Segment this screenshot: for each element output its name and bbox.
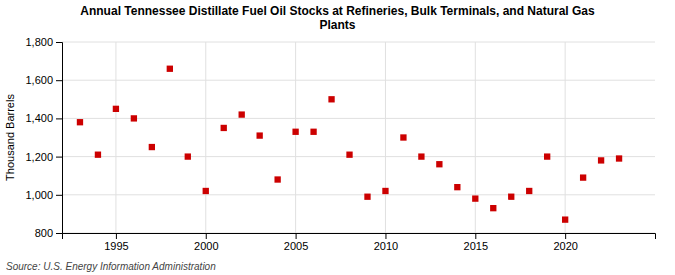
x-tick-label: 2010: [374, 240, 398, 252]
y-tick-mark: [56, 195, 62, 196]
y-tick-mark: [56, 42, 62, 43]
point: [239, 111, 245, 117]
x-grid-line: [205, 42, 206, 233]
x-tick: 2000: [194, 233, 218, 252]
x-tick: 2020: [553, 233, 577, 252]
point: [616, 155, 622, 161]
chart-svg: 1995 2000 2005 2010 2015 2020 800 1,000 1,200 1,4…: [0, 0, 675, 275]
point: [257, 132, 263, 138]
title-line: Plants: [319, 18, 355, 32]
point: [400, 134, 406, 140]
point: [544, 153, 550, 159]
y-tick: 1,800: [25, 36, 62, 48]
point: [310, 129, 316, 135]
title: Annual Tennessee Distillate Fuel Oil Sto…: [80, 4, 595, 32]
y-tick: 1,200: [25, 151, 62, 163]
point: [346, 152, 352, 158]
point: [580, 174, 586, 180]
y-tick-mark: [56, 233, 62, 234]
x-grid-line: [115, 42, 116, 233]
y-grid-line: [62, 42, 655, 43]
x-axis: 1995 2000 2005 2010 2015 2020: [63, 233, 656, 252]
y-grid-line: [62, 118, 655, 119]
point: [292, 129, 298, 135]
y-tick-label: 1,400: [25, 112, 53, 124]
y-tick-label: 1,800: [25, 36, 53, 48]
x-tick-label: 2000: [194, 240, 218, 252]
x-tick-mark: [385, 233, 386, 239]
source-note: Source: U.S. Energy Information Administ…: [6, 261, 216, 272]
point: [454, 184, 460, 190]
y-tick: 800: [35, 227, 62, 239]
x-tick-label: 2020: [553, 240, 577, 252]
x-grid-line: [385, 42, 386, 233]
point: [185, 153, 191, 159]
y-tick-label: 1,000: [25, 189, 53, 201]
point: [221, 125, 227, 131]
x-tick-mark: [116, 233, 117, 239]
point: [364, 194, 370, 200]
point: [382, 188, 388, 194]
point: [95, 152, 101, 158]
point: [274, 176, 280, 182]
y-grid-line: [62, 80, 655, 81]
x-tick: 2010: [374, 233, 398, 252]
point: [508, 194, 514, 200]
x-tick: 2005: [284, 233, 308, 252]
x-tick-label: 1995: [104, 240, 128, 252]
point: [490, 205, 496, 211]
y-tick-mark: [56, 157, 62, 158]
y-axis-line: [56, 43, 63, 234]
x-grid-line: [565, 42, 566, 233]
point: [77, 119, 83, 125]
y-axis-title: Thousand Barrels: [4, 94, 16, 181]
point: [149, 144, 155, 150]
x-tick-mark: [206, 233, 207, 239]
y-tick-mark: [56, 118, 62, 119]
x-tick-mark: [475, 233, 476, 239]
point: [113, 106, 119, 112]
y-grid-line: [62, 194, 655, 195]
x-tick-mark: [296, 233, 297, 239]
plot-area: 1995 2000 2005 2010 2015 2020 800 1,000 1,200 1,4…: [25, 36, 655, 252]
y-tick-label: 1,200: [25, 151, 53, 163]
y-tick: 1,600: [25, 74, 62, 86]
y-tick: 1,400: [25, 112, 62, 124]
point: [472, 195, 478, 201]
grid: [62, 42, 655, 233]
point: [167, 66, 173, 72]
y-tick-label: 800: [35, 227, 53, 239]
y-grid-line: [62, 156, 655, 157]
chart-container: 1995 2000 2005 2010 2015 2020 800 1,000 1,200 1,4…: [0, 0, 675, 275]
y-tick: 1,000: [25, 189, 62, 201]
points: [77, 66, 622, 223]
y-tick-mark: [56, 80, 62, 81]
x-grid-line: [475, 42, 476, 233]
x-tick-label: 2005: [284, 240, 308, 252]
x-grid-line: [295, 42, 296, 233]
title-line: Annual Tennessee Distillate Fuel Oil Sto…: [80, 4, 595, 18]
point: [203, 188, 209, 194]
x-tick: 1995: [104, 233, 128, 252]
point: [526, 188, 532, 194]
x-tick: 2015: [464, 233, 488, 252]
point: [328, 96, 334, 102]
point: [598, 157, 604, 163]
point: [131, 115, 137, 121]
x-axis-line: [63, 234, 656, 240]
point: [562, 216, 568, 222]
point: [418, 153, 424, 159]
x-tick-label: 2015: [464, 240, 488, 252]
point: [436, 161, 442, 167]
y-axis: 800 1,000 1,200 1,400 1,600 1,800: [25, 36, 62, 239]
y-tick-label: 1,600: [25, 74, 53, 86]
x-tick-mark: [565, 233, 566, 239]
